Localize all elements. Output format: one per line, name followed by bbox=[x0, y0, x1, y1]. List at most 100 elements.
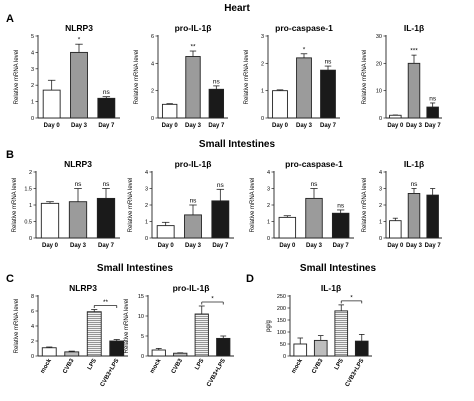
x-tick-label: Day 0 bbox=[44, 123, 61, 129]
chart-title: pro-IL-1β bbox=[173, 283, 210, 293]
significance-label: ns bbox=[337, 202, 345, 209]
y-tick-label: 200 bbox=[277, 306, 286, 312]
panel-letter-c: C bbox=[6, 273, 14, 285]
y-tick-label: 250 bbox=[277, 294, 286, 300]
bar bbox=[407, 62, 421, 119]
bar bbox=[407, 192, 421, 239]
chart-6: pro-caspase-1 0 1 2 3 4 Relative mRNA level Day… bbox=[250, 159, 354, 249]
y-axis-label: Relative mRNA level bbox=[12, 178, 18, 233]
y-axis-label: pg/g bbox=[266, 320, 272, 332]
bar bbox=[331, 212, 350, 239]
chart-title: NLRP3 bbox=[69, 283, 97, 293]
significance-label: ns bbox=[103, 89, 111, 96]
bar bbox=[354, 340, 369, 357]
y-tick-label: 3 bbox=[31, 67, 34, 73]
bar bbox=[296, 57, 312, 119]
bar bbox=[313, 339, 328, 357]
section-title-small-intestines-c: Small Intestines bbox=[97, 263, 174, 274]
y-tick-label: 0 bbox=[141, 354, 144, 360]
x-tick-label: Day 7 bbox=[208, 123, 225, 129]
y-tick-label: 2 bbox=[261, 61, 264, 67]
section-title-small-intestines-b: Small Intestines bbox=[199, 139, 276, 150]
bar bbox=[208, 88, 225, 119]
x-tick-label: Day 7 bbox=[212, 243, 229, 249]
y-axis-label: Relative mRNA level bbox=[362, 50, 368, 105]
bar bbox=[194, 313, 209, 357]
panel-letter-d: D bbox=[246, 273, 254, 285]
y-tick-label: 20 bbox=[376, 61, 382, 67]
x-tick-label: Day 7 bbox=[425, 123, 442, 129]
y-tick-label: 0 bbox=[31, 354, 34, 360]
chart-9: pro-IL-1β 0 5 10 15 Relative mRNA level mock CV… bbox=[124, 283, 234, 388]
y-tick-label: 0 bbox=[31, 116, 34, 122]
bar bbox=[278, 216, 297, 239]
x-tick-label: Day 0 bbox=[272, 123, 289, 129]
y-tick-label: 1 bbox=[379, 220, 382, 226]
chart-8: NLRP3 0 2 4 6 8 Relative mRNA level mock CVB3 LPS… bbox=[14, 283, 128, 388]
chart-2: pro-caspase-1 0 1 2 3 Relative mRNA level Day … bbox=[244, 23, 340, 129]
x-tick-label: CVB3 bbox=[171, 357, 185, 374]
x-tick-label: Day 7 bbox=[98, 123, 115, 129]
x-tick-label: mock bbox=[149, 357, 162, 374]
bar bbox=[40, 202, 60, 239]
y-tick-label: 4 bbox=[145, 170, 148, 176]
significance-label: * bbox=[78, 37, 81, 44]
significance-label: ns bbox=[75, 181, 83, 188]
significance-label: *** bbox=[410, 48, 418, 55]
y-tick-label: 0 bbox=[261, 116, 264, 122]
x-tick-label: LPS bbox=[87, 358, 98, 371]
bar bbox=[320, 69, 336, 119]
bar bbox=[156, 225, 175, 239]
bar bbox=[64, 351, 80, 357]
y-axis-label: Relative mRNA level bbox=[134, 50, 140, 105]
y-tick-label: 3 bbox=[145, 187, 148, 193]
y-tick-label: 1 bbox=[267, 220, 270, 226]
significance-label: ns bbox=[411, 181, 419, 188]
section-title-small-intestines-d: Small Intestines bbox=[300, 263, 377, 274]
x-tick-label: Day 3 bbox=[185, 123, 202, 129]
x-tick-label: Day 7 bbox=[98, 243, 115, 249]
bar bbox=[70, 51, 88, 119]
bar bbox=[68, 201, 88, 239]
significance-label: * bbox=[303, 46, 306, 53]
bar bbox=[426, 106, 439, 119]
chart-title: IL-1β bbox=[404, 159, 424, 169]
bar bbox=[216, 337, 231, 357]
y-tick-label: 3 bbox=[267, 187, 270, 193]
y-tick-label: 1 bbox=[261, 89, 264, 95]
bar bbox=[426, 194, 439, 239]
bar bbox=[86, 311, 102, 357]
y-tick-label: 2 bbox=[31, 339, 34, 345]
chart-title: pro-caspase-1 bbox=[275, 23, 333, 33]
y-tick-label: 0 bbox=[379, 236, 382, 242]
y-tick-label: 1 bbox=[29, 203, 32, 209]
significance-label: ns bbox=[103, 181, 111, 188]
chart-title: NLRP3 bbox=[65, 23, 93, 33]
chart-5: pro-IL-1β 0 1 2 3 4 Relative mRNA level Day 0 ns… bbox=[128, 159, 234, 249]
x-tick-label: Day 0 bbox=[279, 243, 296, 249]
x-tick-label: Day 0 bbox=[387, 243, 404, 249]
significance-label: ns bbox=[190, 198, 198, 205]
y-tick-label: 6 bbox=[151, 34, 154, 40]
chart-7: IL-1β 0 1 2 3 4 Relative mRNA level Day 0 ns Day … bbox=[362, 159, 442, 249]
y-tick-label: 4 bbox=[31, 50, 34, 56]
chart-title: NLRP3 bbox=[64, 159, 92, 169]
y-tick-label: 2 bbox=[151, 89, 154, 95]
y-tick-label: 30 bbox=[376, 34, 382, 40]
bar bbox=[42, 89, 61, 119]
significance-label: ns bbox=[213, 78, 221, 85]
x-tick-label: CVB3+LPS bbox=[345, 358, 366, 388]
y-tick-label: 10 bbox=[138, 314, 144, 320]
x-tick-label: CVB3+LPS bbox=[100, 358, 121, 388]
x-tick-label: Day 0 bbox=[158, 243, 175, 249]
bar bbox=[185, 56, 201, 119]
y-tick-label: 3 bbox=[261, 34, 264, 40]
bracket-label: ** bbox=[103, 299, 109, 306]
x-tick-label: Day 3 bbox=[71, 123, 88, 129]
chart-title: pro-IL-1β bbox=[175, 159, 212, 169]
x-tick-label: CVB3 bbox=[62, 357, 76, 374]
section-title-heart: Heart bbox=[224, 3, 250, 14]
y-axis-label: Relative mRNA level bbox=[128, 178, 134, 233]
x-tick-label: LPS bbox=[334, 358, 345, 371]
x-tick-label: CVB3 bbox=[311, 357, 325, 374]
